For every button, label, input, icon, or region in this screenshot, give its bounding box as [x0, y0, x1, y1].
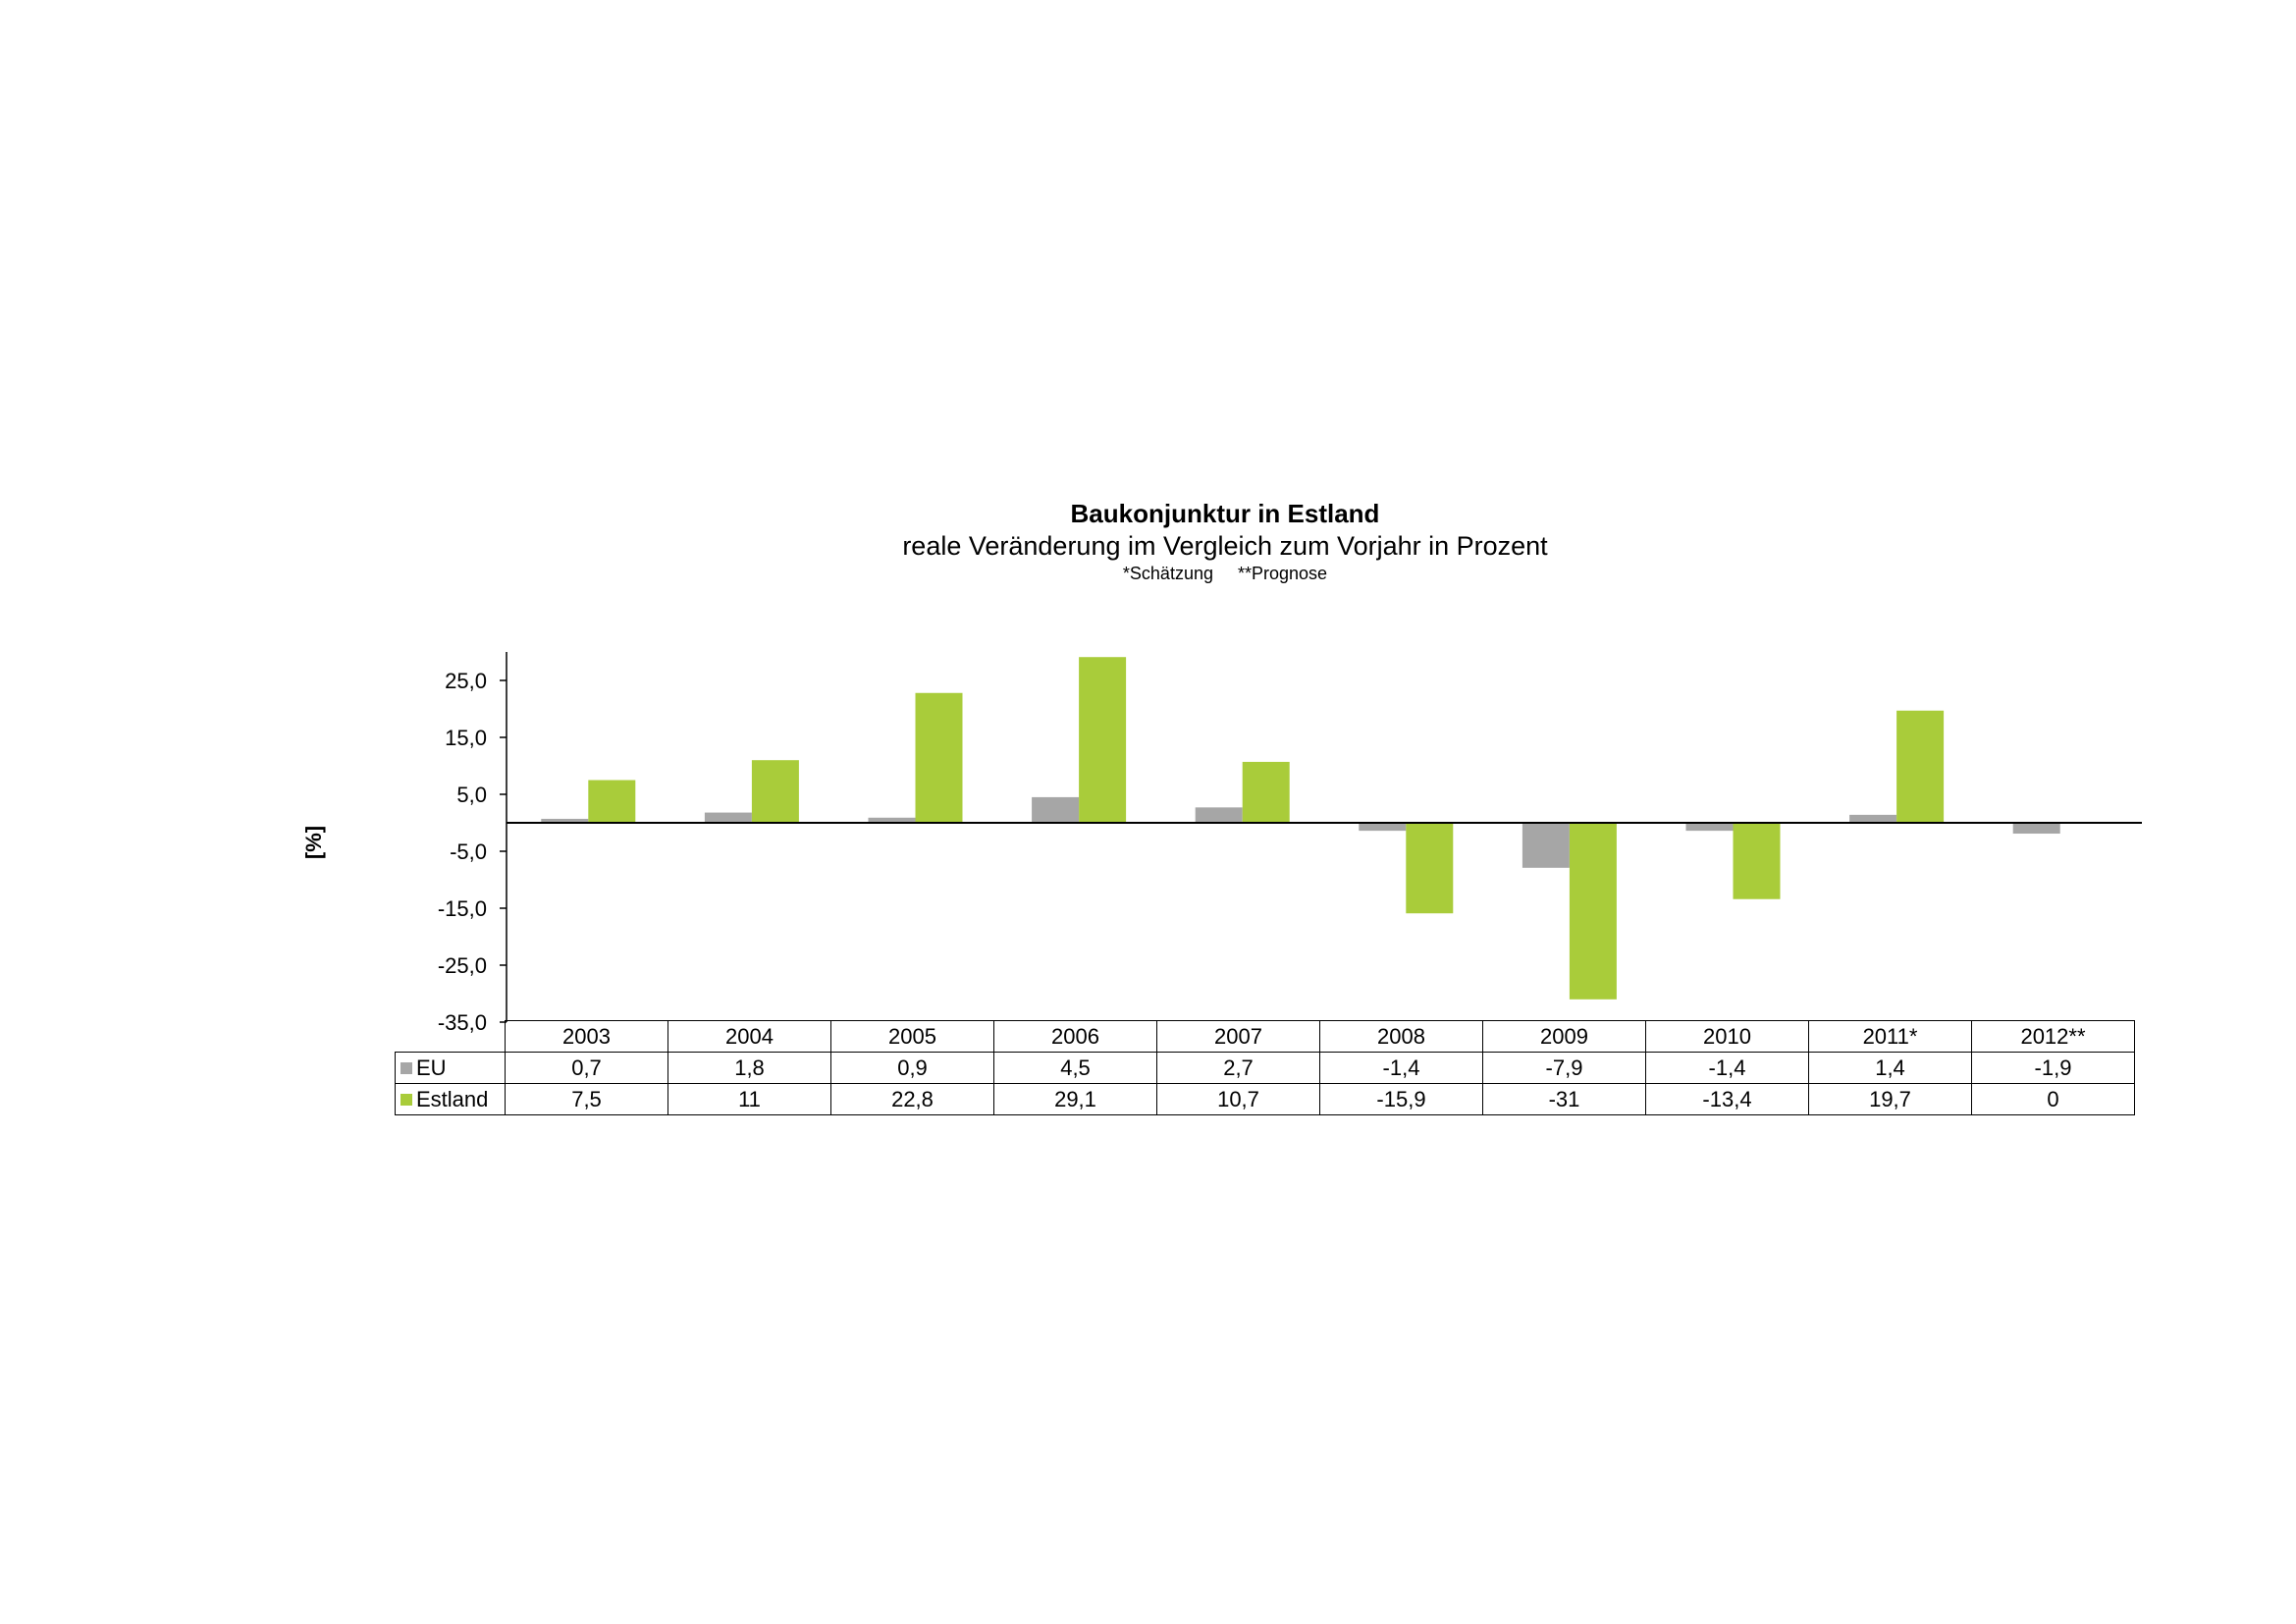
y-tick-label: 5,0 [456, 783, 487, 807]
bar-eu-2010 [1685, 823, 1734, 832]
table-cell-estland-4: 10,7 [1156, 1083, 1320, 1115]
table-row-label-estland: Estland [395, 1083, 506, 1115]
table-category-3: 2006 [993, 1020, 1157, 1053]
table-category-0: 2003 [505, 1020, 668, 1053]
legend-label-estland: Estland [416, 1086, 489, 1111]
table-cell-estland-1: 11 [667, 1083, 831, 1115]
bar-eu-2011 [1849, 814, 1897, 823]
table-row-eu: EU 0,7 1,8 0,9 4,5 2,7 -1,4 -7,9 -1,4 1,4 -1,9 [395, 1052, 2135, 1084]
chart-note: *Schätzung **Prognose [0, 564, 2296, 584]
table-cell-eu-2: 0,9 [830, 1052, 994, 1084]
table-cell-eu-6: -7,9 [1482, 1052, 1646, 1084]
legend-swatch-estland [400, 1093, 412, 1106]
table-row-label-eu: EU [395, 1052, 506, 1084]
table-category-1: 2004 [667, 1020, 831, 1053]
bar-estland-2011 [1896, 710, 1945, 823]
bar-eu-2005 [868, 817, 916, 823]
table-category-8: 2011* [1808, 1020, 1972, 1053]
table-cell-estland-9: 0 [1971, 1083, 2135, 1115]
y-tick-label: -25,0 [438, 953, 487, 978]
table-header-row: 2003 2004 2005 2006 2007 2008 2009 2010 2011* 201… [395, 1020, 2135, 1053]
table-cell-eu-9: -1,9 [1971, 1052, 2135, 1084]
y-tick-label: 15,0 [445, 726, 487, 750]
bar-eu-2004 [704, 812, 752, 823]
bar-estland-2009 [1569, 823, 1617, 1000]
table-cell-eu-7: -1,4 [1645, 1052, 1809, 1084]
table-cell-estland-5: -15,9 [1319, 1083, 1483, 1115]
table-cell-eu-0: 0,7 [505, 1052, 668, 1084]
bar-estland-2005 [915, 692, 963, 823]
bar-estland-2008 [1406, 823, 1454, 914]
bar-eu-2012 [2012, 823, 2060, 835]
table-category-9: 2012** [1971, 1020, 2135, 1053]
bar-estland-2007 [1242, 761, 1290, 823]
bar-estland-2003 [588, 780, 636, 823]
bar-estland-2010 [1733, 823, 1781, 899]
note-forecast: **Prognose [1238, 564, 1328, 583]
table-cell-estland-0: 7,5 [505, 1083, 668, 1115]
table-cell-eu-3: 4,5 [993, 1052, 1157, 1084]
note-estimate: *Schätzung [1122, 564, 1213, 583]
table-cell-eu-1: 1,8 [667, 1052, 831, 1084]
chart-subtitle: reale Veränderung im Vergleich zum Vorja… [902, 531, 1548, 561]
y-tick-label: 25,0 [445, 669, 487, 693]
table-cell-estland-7: -13,4 [1645, 1083, 1809, 1115]
chart-title: Baukonjunktur in Estland [1070, 499, 1380, 528]
bar-eu-2006 [1032, 796, 1080, 823]
y-tick-label: -15,0 [438, 896, 487, 921]
table-corner [395, 1020, 506, 1053]
table-category-7: 2010 [1645, 1020, 1809, 1053]
y-tick-label: -5,0 [450, 839, 487, 864]
legend-swatch-eu [400, 1061, 412, 1074]
table-category-5: 2008 [1319, 1020, 1483, 1053]
bar-estland-2006 [1079, 657, 1127, 823]
bar-estland-2004 [751, 760, 799, 823]
table-cell-estland-8: 19,7 [1808, 1083, 1972, 1115]
legend-label-eu: EU [416, 1055, 447, 1080]
table-cell-estland-2: 22,8 [830, 1083, 994, 1115]
table-cell-eu-4: 2,7 [1156, 1052, 1320, 1084]
table-cell-estland-3: 29,1 [993, 1083, 1157, 1115]
table-cell-eu-8: 1,4 [1808, 1052, 1972, 1084]
table-cell-eu-5: -1,4 [1319, 1052, 1483, 1084]
bar-eu-2009 [1522, 823, 1570, 868]
table-category-2: 2005 [830, 1020, 994, 1053]
data-table: 2003 2004 2005 2006 2007 2008 2009 2010 2011* 201… [395, 1020, 2135, 1115]
table-category-4: 2007 [1156, 1020, 1320, 1053]
bar-eu-2003 [541, 818, 589, 823]
bar-eu-2008 [1359, 823, 1407, 832]
table-cell-estland-6: -31 [1482, 1083, 1646, 1115]
bar-eu-2007 [1195, 807, 1243, 823]
table-row-estland: Estland 7,5 11 22,8 29,1 10,7 -15,9 -31 -13,4 19… [395, 1083, 2135, 1115]
table-category-6: 2009 [1482, 1020, 1646, 1053]
